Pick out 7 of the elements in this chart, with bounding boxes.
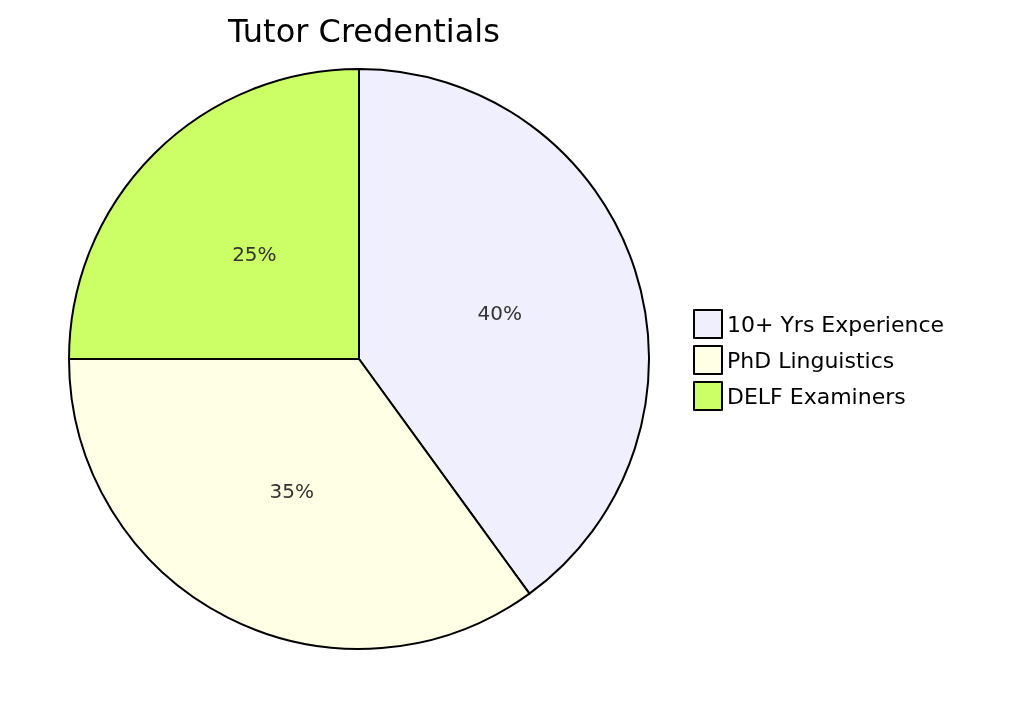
data-label: 35% [269,478,315,503]
legend-label: 10+ Yrs Experience [727,311,945,337]
legend-label: DELF Examiners [727,383,906,409]
data-label: 40% [477,301,522,326]
data-label: 25% [232,242,277,267]
chart-title: Tutor Credentials [227,12,500,50]
legend-label: PhD Linguistics [727,347,895,373]
